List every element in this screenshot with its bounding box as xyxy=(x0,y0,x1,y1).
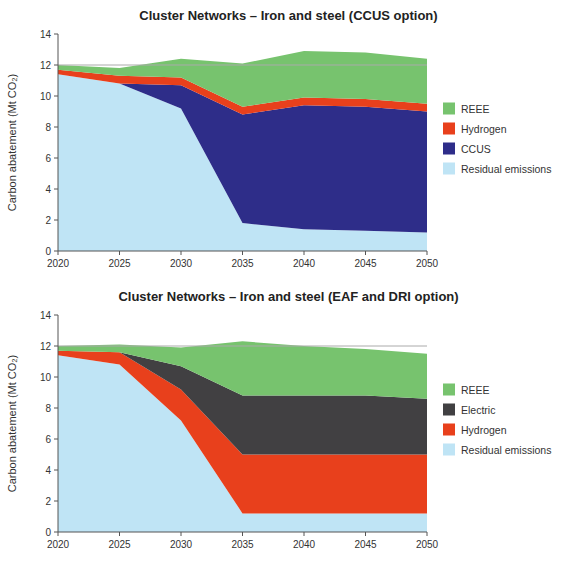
legend-label: REEE xyxy=(461,384,490,396)
x-tick xyxy=(365,251,366,255)
legend-swatch xyxy=(443,103,455,115)
x-tick xyxy=(181,532,182,536)
y-tick-label: 8 xyxy=(45,122,51,133)
y-tick-label: 6 xyxy=(45,153,51,164)
x-tick xyxy=(119,532,120,536)
legend-label: Hydrogen xyxy=(461,123,507,135)
legend-swatch xyxy=(443,123,455,135)
plot-area xyxy=(58,341,427,532)
x-tick-label: 2040 xyxy=(293,258,316,269)
y-tick-label: 8 xyxy=(45,403,51,414)
y-tick xyxy=(54,96,58,97)
legend-swatch xyxy=(443,384,455,396)
y-tick-label: 12 xyxy=(40,341,52,352)
y-axis-line xyxy=(58,34,59,251)
x-tick xyxy=(242,251,243,255)
legend-swatch xyxy=(443,404,455,416)
legend-swatch xyxy=(443,143,455,155)
x-tick xyxy=(119,251,120,255)
legend-label: Electric xyxy=(461,404,495,416)
area-segment xyxy=(58,51,427,107)
legend-swatch xyxy=(443,444,455,456)
x-tick xyxy=(181,251,182,255)
x-tick-label: 2030 xyxy=(170,258,193,269)
x-tick xyxy=(304,532,305,536)
y-tick xyxy=(54,189,58,190)
y-tick xyxy=(54,220,58,221)
y-tick xyxy=(54,65,58,66)
y-tick-label: 10 xyxy=(40,372,52,383)
y-tick-label: 14 xyxy=(40,310,52,321)
legend-label: CCUS xyxy=(461,143,491,155)
x-tick xyxy=(242,532,243,536)
area-segment xyxy=(58,341,427,398)
y-tick-label: 0 xyxy=(45,246,51,257)
y-tick xyxy=(54,501,58,502)
y-tick xyxy=(54,158,58,159)
x-tick xyxy=(58,532,59,536)
x-tick xyxy=(427,532,428,536)
plot-area xyxy=(58,51,427,251)
reference-line xyxy=(58,65,427,66)
y-tick xyxy=(54,34,58,35)
legend-swatch xyxy=(443,424,455,436)
y-tick xyxy=(54,532,58,533)
chart-title: Cluster Networks – Iron and steel (EAF a… xyxy=(118,289,458,304)
y-tick-label: 4 xyxy=(45,184,51,195)
x-tick-label: 2025 xyxy=(108,539,131,550)
chart-title: Cluster Networks – Iron and steel (CCUS … xyxy=(139,8,437,23)
y-tick xyxy=(54,408,58,409)
x-tick xyxy=(58,251,59,255)
chart-panel: Cluster Networks – Iron and steel (CCUS … xyxy=(6,8,551,269)
y-tick-label: 0 xyxy=(45,527,51,538)
x-tick-label: 2020 xyxy=(47,258,70,269)
x-tick-label: 2050 xyxy=(416,539,439,550)
x-tick-label: 2050 xyxy=(416,258,439,269)
y-tick xyxy=(54,346,58,347)
y-tick-label: 6 xyxy=(45,434,51,445)
y-tick xyxy=(54,251,58,252)
y-tick xyxy=(54,377,58,378)
y-tick-label: 2 xyxy=(45,496,51,507)
x-tick xyxy=(365,532,366,536)
y-tick-label: 12 xyxy=(40,60,52,71)
x-tick xyxy=(304,251,305,255)
legend: REEE Hydrogen CCUS Residual emissions xyxy=(443,103,551,175)
reference-line xyxy=(58,346,427,347)
y-tick-label: 10 xyxy=(40,91,52,102)
y-tick xyxy=(54,127,58,128)
x-tick-label: 2030 xyxy=(170,539,193,550)
y-axis-label: Carbon abatement (Mt CO₂) xyxy=(6,355,18,493)
y-axis-line xyxy=(58,315,59,532)
y-tick-label: 14 xyxy=(40,29,52,40)
x-tick-label: 2045 xyxy=(354,539,377,550)
y-tick xyxy=(54,315,58,316)
y-tick xyxy=(54,439,58,440)
x-tick-label: 2035 xyxy=(231,539,254,550)
x-tick-label: 2020 xyxy=(47,539,70,550)
legend: REEE Electric Hydrogen Residual emissions xyxy=(443,384,551,456)
x-tick-label: 2025 xyxy=(108,258,131,269)
y-tick-label: 2 xyxy=(45,215,51,226)
chart-panel: Cluster Networks – Iron and steel (EAF a… xyxy=(6,289,551,550)
figure: Cluster Networks – Iron and steel (CCUS … xyxy=(0,0,577,562)
x-tick xyxy=(427,251,428,255)
legend-label: Residual emissions xyxy=(461,163,551,175)
legend-label: Hydrogen xyxy=(461,424,507,436)
x-tick-label: 2035 xyxy=(231,258,254,269)
y-tick-label: 4 xyxy=(45,465,51,476)
legend-swatch xyxy=(443,163,455,175)
legend-label: Residual emissions xyxy=(461,444,551,456)
x-tick-label: 2040 xyxy=(293,539,316,550)
x-tick-label: 2045 xyxy=(354,258,377,269)
y-tick xyxy=(54,470,58,471)
y-axis-label: Carbon abatement (Mt CO₂) xyxy=(6,74,18,212)
legend-label: REEE xyxy=(461,103,490,115)
